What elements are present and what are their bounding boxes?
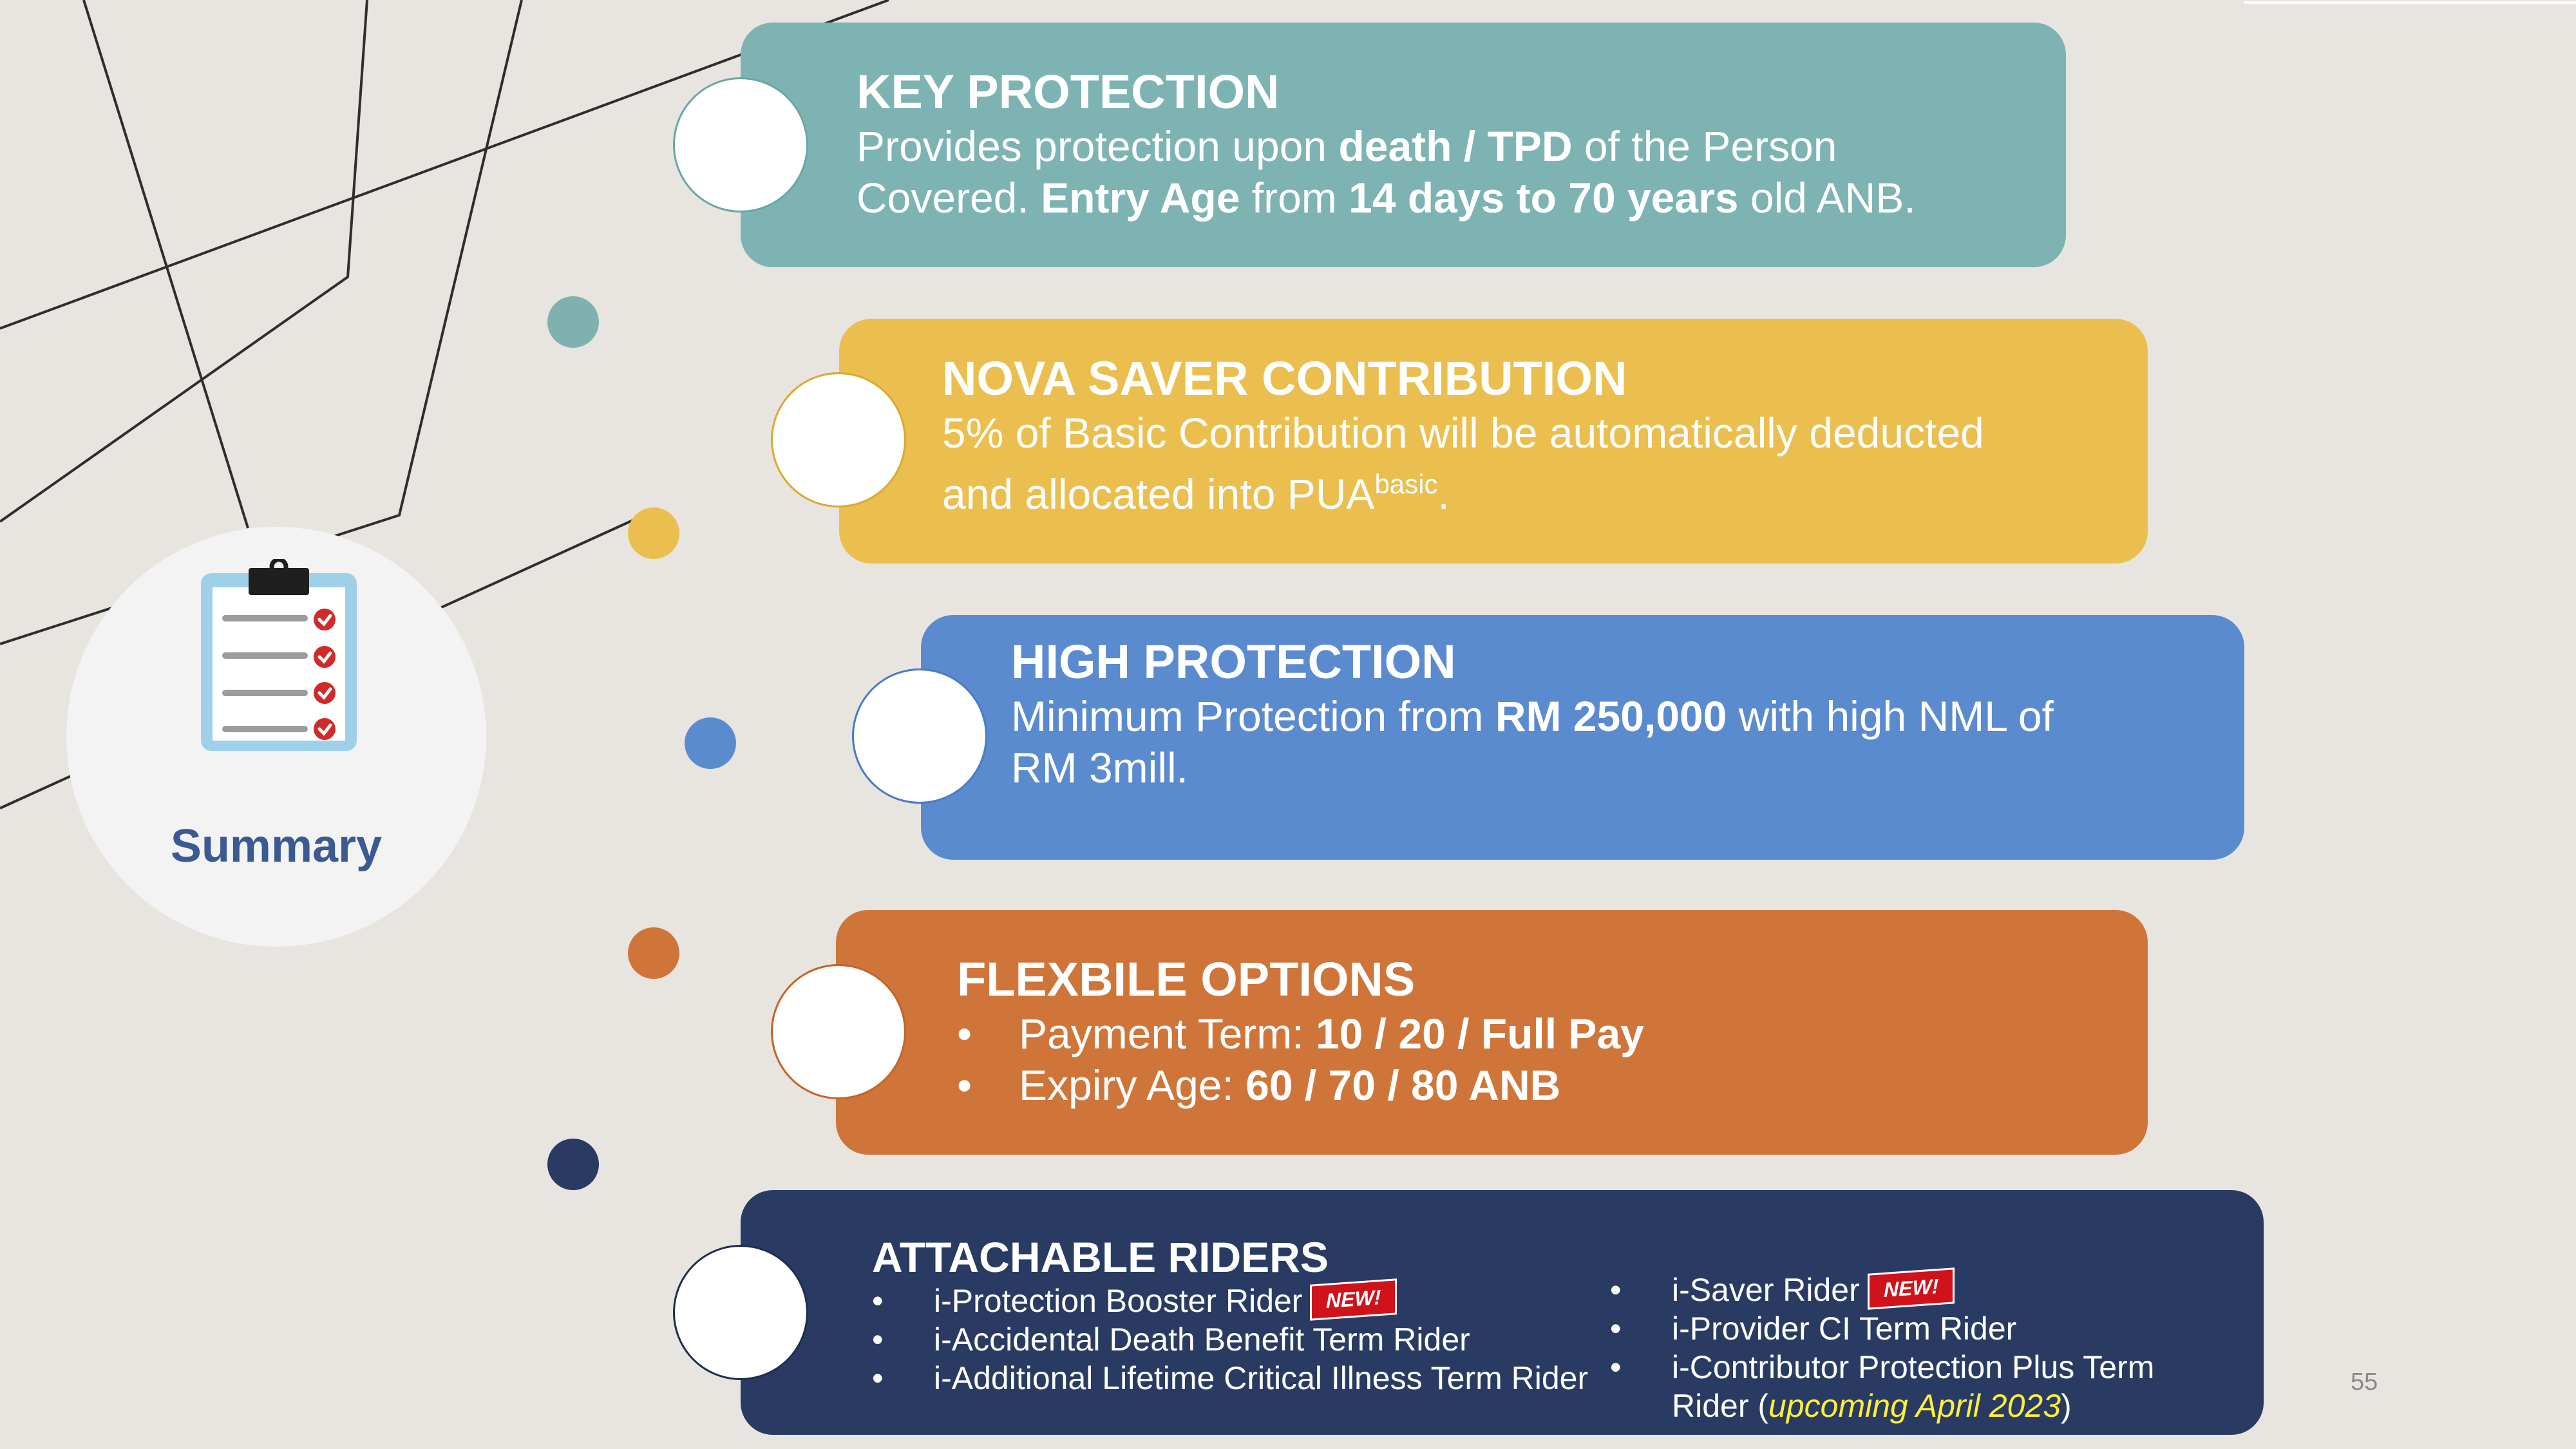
- new-badge: NEW!: [1867, 1267, 1955, 1310]
- clipboard-checklist-icon: [198, 557, 359, 752]
- options-list: • Payment Term: 10 / 20 / Full Pay • Expir…: [957, 1008, 1644, 1111]
- card-text: Provides protection upon death / TPD of …: [857, 122, 1837, 170]
- list-item: • i-Additional Lifetime Critical Illness …: [872, 1360, 1589, 1396]
- flexible-options-card: FLEXBILE OPTIONS • Payment Term: 10 / 20 …: [836, 910, 2148, 1155]
- nova-saver-card: NOVA SAVER CONTRIBUTION 5% of Basic Cont…: [839, 319, 2148, 564]
- key-protection-card: KEY PROTECTION Provides protection upon …: [741, 23, 2066, 267]
- list-item: • Expiry Age: 60 / 70 / 80 ANB: [957, 1061, 1561, 1109]
- key-protection-circle: [673, 77, 808, 213]
- high-protection-card: HIGH PROTECTION Minimum Protection from …: [921, 615, 2244, 860]
- summary-label: Summary: [170, 820, 383, 872]
- card-text: and allocated into PUAbasic.: [942, 469, 1450, 518]
- card-title: HIGH PROTECTION: [1011, 635, 1456, 688]
- blue-dot: [685, 717, 736, 769]
- list-item-continuation: Rider (upcoming April 2023): [1672, 1388, 2072, 1424]
- summary-circle: Summary: [66, 527, 486, 947]
- flexible-options-circle: [771, 964, 906, 1099]
- list-item: • i-Protection Booster Rider NEW!: [872, 1278, 1588, 1321]
- attachable-riders-circle: [673, 1245, 808, 1380]
- card-title: ATTACHABLE RIDERS: [872, 1233, 1329, 1281]
- card-text: Minimum Protection from RM 250,000 with …: [1011, 692, 2054, 740]
- riders-list-right: • i-Saver Rider NEW! • i-Provider CI Term R…: [1610, 1267, 2155, 1425]
- orange-dot: [628, 927, 679, 979]
- upcoming-note: upcoming April 2023: [1768, 1388, 2061, 1424]
- list-item: • Payment Term: 10 / 20 / Full Pay: [957, 1010, 1644, 1057]
- card-title: FLEXBILE OPTIONS: [957, 952, 1416, 1006]
- card-text: RM 3mill.: [1011, 744, 1188, 791]
- nova-saver-circle: [771, 372, 906, 507]
- yellow-dot: [628, 507, 679, 559]
- high-protection-circle: [852, 668, 987, 804]
- card-text: 5% of Basic Contribution will be automat…: [942, 409, 1984, 457]
- card-title: NOVA SAVER CONTRIBUTION: [942, 352, 1627, 405]
- navy-dot: [547, 1139, 599, 1190]
- page-number: 55: [2351, 1368, 2378, 1396]
- list-item: • i-Saver Rider NEW!: [1610, 1267, 2154, 1310]
- list-item: • i-Contributor Protection Plus Term: [1610, 1349, 2155, 1385]
- attachable-riders-card: ATTACHABLE RIDERS • i-Protection Booster …: [741, 1190, 2264, 1435]
- card-title: KEY PROTECTION: [857, 65, 1280, 118]
- riders-list-left: • i-Protection Booster Rider NEW! • i-Accid…: [872, 1278, 1589, 1397]
- list-item: • i-Accidental Death Benefit Term Rider: [872, 1321, 1470, 1358]
- card-text: Covered. Entry Age from 14 days to 70 ye…: [857, 174, 1916, 222]
- list-item: • i-Provider CI Term Rider: [1610, 1311, 2017, 1347]
- new-badge: NEW!: [1310, 1278, 1397, 1321]
- teal-dot: [547, 296, 599, 348]
